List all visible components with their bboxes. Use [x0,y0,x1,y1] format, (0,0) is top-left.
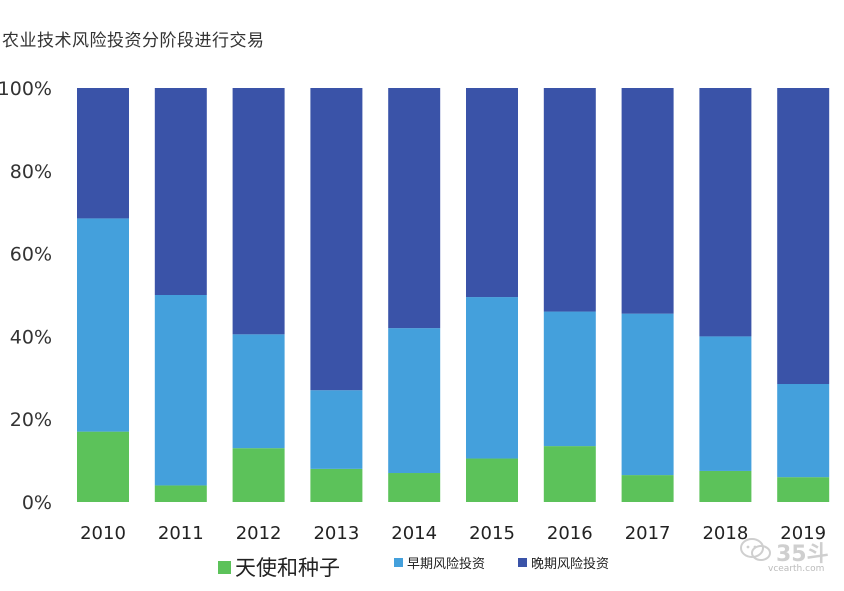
bar-segment-2016-series-0 [543,446,596,502]
bar-segment-2017-series-2 [621,88,674,314]
bar-segment-2013-series-2 [310,88,363,391]
bar-segment-2019-series-2 [777,88,830,385]
bar-segment-2018-series-2 [699,88,752,337]
watermark-text: 35斗 [776,542,829,567]
x-tick-label: 2017 [625,523,671,544]
bar-segment-2017-series-0 [621,475,674,502]
y-tick-label: 0% [22,492,52,514]
chart-title: 农业技术风险投资分阶段进行交易 [2,31,265,51]
bar-segment-2015-series-0 [466,458,518,502]
x-axis-ticks: 2010 2011 2012 2013 2014 2015 2016 2017 2018 2019 [80,523,826,544]
bar-segment-2019-series-0 [777,477,830,502]
bar-segment-2010-series-0 [77,431,129,502]
x-tick-label: 2016 [547,523,593,544]
watermark: 35斗 vcearth.com [738,536,838,580]
bar-segment-2016-series-1 [543,311,596,447]
bar-segment-2014-series-1 [388,328,441,474]
bar-segment-2018-series-0 [699,470,752,502]
y-tick-label: 40% [10,326,52,348]
x-tick-label: 2010 [80,523,126,544]
bar-segment-2011-series-1 [154,295,207,486]
bar-segment-2012-series-0 [232,448,285,502]
bar-segment-2010-series-1 [77,218,129,432]
bar-segment-2012-series-2 [232,88,285,335]
bar-segment-2015-series-2 [466,88,518,298]
y-tick-label: 80% [10,161,52,183]
bar-segment-2014-series-2 [388,88,441,329]
bar-segment-2010-series-2 [77,88,129,219]
y-tick-label: 100% [0,78,52,100]
watermark-url: vcearth.com [768,564,825,574]
x-tick-label: 2019 [780,523,826,544]
bar-segment-2015-series-1 [466,297,518,459]
bar-segment-2017-series-1 [621,313,674,476]
bar-segment-2013-series-1 [310,390,363,469]
x-tick-label: 2012 [236,523,282,544]
y-tick-label: 20% [10,409,52,431]
x-tick-label: 2011 [158,523,204,544]
y-tick-label: 60% [10,244,52,266]
bar-segment-2016-series-2 [543,88,596,312]
bar-segment-2013-series-0 [310,468,363,502]
x-tick-label: 2018 [702,523,748,544]
y-axis-ticks: 0% 20% 40% 60% 80% 100% [0,78,52,514]
x-tick-label: 2015 [469,523,515,544]
bar-segment-2011-series-0 [154,485,207,502]
bar-segment-2011-series-2 [154,88,207,295]
x-tick-label: 2013 [313,523,359,544]
x-tick-label: 2014 [391,523,437,544]
bar-segment-2014-series-0 [388,473,441,502]
bar-segment-2012-series-1 [232,334,285,449]
bars [77,88,830,502]
wechat-logo-icon [740,538,771,561]
bar-segment-2018-series-1 [699,336,752,471]
bar-segment-2019-series-1 [777,384,830,478]
